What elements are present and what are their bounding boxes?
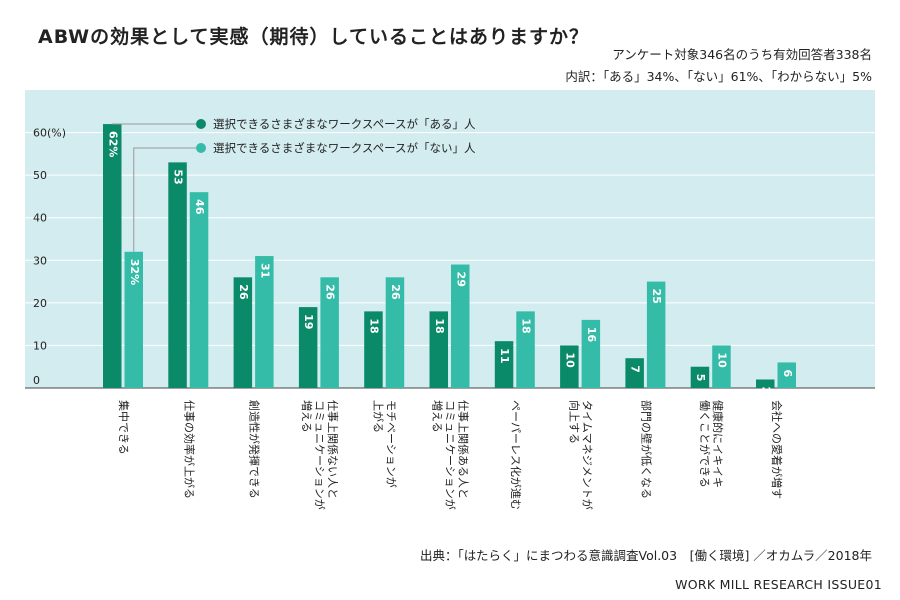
bar-value-label: 10 (715, 352, 728, 368)
bar-value-label: 26 (324, 284, 337, 300)
x-category-label: 仕事の効率が上がる (182, 400, 196, 499)
bar-value-label: 7 (629, 365, 642, 373)
bar (298, 307, 318, 388)
bar (233, 277, 253, 388)
bar (189, 192, 209, 388)
bar-value-label: 29 (454, 272, 467, 287)
breakdown-note: 内訳：「ある」34%、「ない」61%、「わからない」5% (565, 69, 872, 84)
bar (364, 311, 383, 388)
source-note: 出典：「はたらく」にまつわる意識調査Vol.03 [働く環境] ／オカムラ／20… (420, 548, 872, 563)
x-category-label: モチベーションが (385, 400, 399, 488)
x-category-label: タイムマネジメントが (581, 400, 595, 510)
legend-marker (196, 143, 206, 153)
y-tick-label: 30 (33, 254, 47, 267)
survey-note: アンケート対象346名のうち有効回答者338名 (612, 47, 872, 62)
y-tick-label: 50 (33, 169, 47, 182)
bar-value-label: 32% (128, 259, 141, 285)
bar-value-label: 25 (650, 289, 663, 304)
x-category-label: 仕事上関係ある人と (457, 400, 470, 499)
x-category-label: 上がる (372, 400, 386, 433)
bar (429, 311, 448, 388)
bar (777, 362, 796, 388)
bar (516, 311, 535, 388)
bar (255, 256, 274, 388)
y-tick-label: 0 (33, 374, 40, 387)
publication-label: WORK MILL RESEARCH ISSUE01 (675, 577, 882, 592)
bar-value-label: 18 (433, 318, 446, 333)
x-category-label: コミュニケーションが (444, 400, 458, 510)
x-category-label: 集中できる (117, 400, 131, 455)
legend-marker (196, 119, 206, 129)
x-category-label: 向上する (568, 400, 582, 444)
bar-value-label: 31 (258, 263, 271, 278)
x-category-label: 会社への愛着が増す (770, 400, 784, 499)
bar (168, 162, 187, 388)
bar (646, 281, 666, 388)
bar-value-label: 6 (781, 369, 794, 377)
bar (756, 379, 775, 388)
plot-background (25, 90, 875, 388)
legend-leader-line (133, 147, 196, 252)
bar-value-label: 2 (759, 386, 772, 394)
x-category-label: 健康的にイキイキ (711, 400, 725, 488)
bar-value-label: 16 (585, 327, 598, 343)
bar (103, 124, 122, 389)
bar-value-label: 10 (563, 352, 576, 368)
legend-label: 選択できるさまざまなワークスペースが「ない」人 (213, 141, 476, 155)
y-tick-label: 10 (33, 339, 47, 352)
bar (385, 277, 405, 388)
bar (451, 264, 470, 388)
x-category-label: 増える (300, 400, 313, 433)
bar-value-label: 26 (237, 284, 250, 300)
bar-value-label: 62% (106, 131, 119, 157)
x-category-label: 部門の壁が低くなる (639, 400, 653, 499)
bar-value-label: 18 (367, 318, 380, 333)
x-category-label: 働くことができる (698, 400, 712, 488)
bar (124, 251, 143, 388)
bar (560, 345, 579, 388)
bar-value-label: 53 (172, 169, 185, 184)
y-tick-label: 20 (33, 297, 47, 310)
x-category-label: ペーパーレス化が進む (509, 400, 523, 510)
chart-title: ABWの効果として実感（期待）していることはありますか？ (38, 26, 589, 48)
bar (320, 277, 339, 388)
bar (690, 366, 710, 388)
x-category-label: コミュニケーションが (313, 400, 327, 510)
bar-value-label: 46 (193, 199, 206, 215)
bar-value-label: 18 (520, 318, 533, 333)
bar (712, 345, 731, 388)
x-category-label: 増える (431, 400, 444, 433)
legend-label: 選択できるさまざまなワークスペースが「ある」人 (213, 117, 476, 131)
x-category-label: 仕事上関係ない人と (326, 400, 339, 499)
x-category-label: 創造性が発揮できる (248, 400, 262, 499)
bar-value-label: 19 (302, 314, 315, 329)
bar (581, 319, 601, 388)
bar-value-label: 26 (389, 284, 402, 300)
y-tick-label: 60(%) (33, 127, 66, 140)
bar-value-label: 5 (694, 374, 707, 382)
bar (494, 341, 514, 388)
bar (625, 358, 644, 388)
bar-value-label: 11 (498, 348, 511, 363)
y-tick-label: 40 (33, 212, 47, 225)
